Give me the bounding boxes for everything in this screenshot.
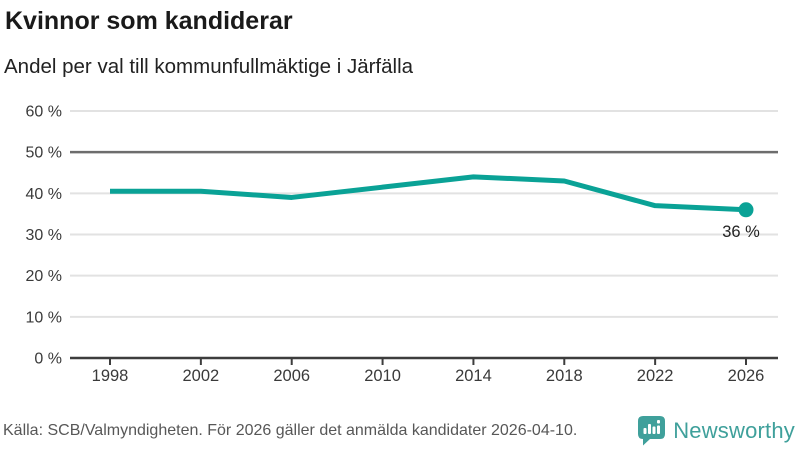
logo-bar-mid [652,426,656,434]
line-chart-canvas: 0 % 10 % 20 % 30 % 40 % 50 % 60 % 1998 2002 2006 2… [26,104,778,385]
y-axis-tick-label: 10 % [26,309,62,326]
end-point-marker [738,202,754,218]
y-axis-tick-label: 30 % [26,227,62,244]
x-axis-tick-label: 2010 [364,367,401,385]
newsworthy-logo: Newsworthy [638,416,795,446]
newsworthy-logo-icon [638,416,666,446]
chart-subtitle: Andel per val till kommunfullmäktige i J… [4,55,414,78]
newsworthy-logo-text: Newsworthy [673,418,795,443]
logo-bar-short [643,428,647,434]
footer: Källa: SCB/Valmyndigheten. För 2026 gäll… [0,414,800,448]
x-axis-tick-label: 2014 [455,367,492,385]
y-axis-tick-label: 0 % [34,351,62,368]
logo-exclamation-bar [657,425,661,434]
y-axis-tick-label: 60 % [26,104,62,121]
x-axis-tick-label: 2018 [546,367,583,385]
line-chart: 0 % 10 % 20 % 30 % 40 % 50 % 60 % 1998 2002 2006 2… [0,95,800,405]
x-axis-tick-label: 2026 [728,367,765,385]
y-axis-tick-label: 50 % [26,145,62,162]
x-axis-tick-label: 2002 [182,367,219,385]
x-axis-tick-label: 2022 [637,367,674,385]
logo-exclamation-dot [657,420,661,424]
x-axis-tick-label: 1998 [92,367,129,385]
logo-bar-tall [648,424,652,434]
x-axis-tick-label: 2006 [273,367,310,385]
data-line [110,174,747,213]
y-axis-tick-label: 40 % [26,186,62,203]
page-title: Kvinnor som kandiderar [5,7,293,35]
end-value-label: 36 % [722,223,760,241]
y-axis-tick-label: 20 % [26,268,62,285]
source-text: Källa: SCB/Valmyndigheten. För 2026 gäll… [3,422,578,439]
